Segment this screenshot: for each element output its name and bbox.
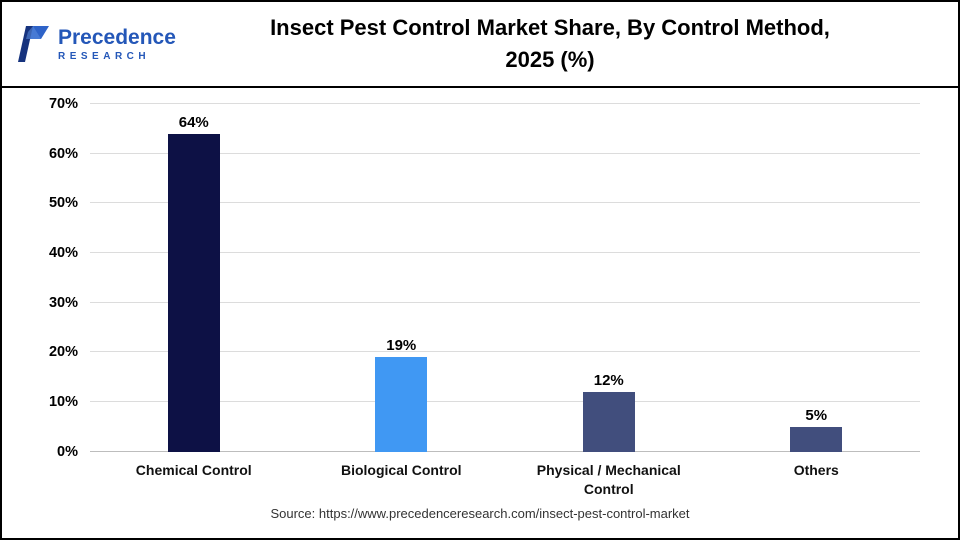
- bar-value-label: 12%: [593, 372, 624, 390]
- gridline: [90, 152, 920, 154]
- y-tick-label: 40%: [48, 245, 78, 262]
- bar-value-label: 19%: [386, 337, 417, 355]
- gridline: [90, 252, 920, 254]
- x-axis-label: Others: [793, 461, 839, 478]
- bar: [375, 357, 428, 452]
- x-axis-label: Chemical Control: [135, 461, 252, 478]
- gridline: [90, 103, 920, 104]
- y-tick-label: 0%: [57, 443, 78, 460]
- y-tick-label: 70%: [48, 96, 78, 112]
- chart-title-line1: Insect Pest Control Market Share, By Con…: [270, 15, 830, 41]
- gridline: [90, 202, 920, 204]
- x-axis-label: Biological Control: [340, 461, 462, 478]
- gridline: [90, 401, 920, 403]
- chart-area: 0% 10% 20% 30% 40% 50% 60% 70% 64% 19% 12% 5% Chem…: [2, 88, 958, 504]
- logo-subtitle: RESEARCH: [58, 50, 151, 62]
- plot-area: 64% 19% 12% 5%: [90, 103, 920, 452]
- y-tick-label: 20%: [48, 344, 78, 361]
- y-tick-label: 30%: [48, 294, 78, 311]
- bar-slot: 19%: [298, 104, 506, 452]
- source-line: Source: https://www.precedenceresearch.c…: [2, 504, 958, 538]
- bar-slot: 12%: [505, 104, 713, 452]
- y-tick-label: 50%: [48, 195, 78, 212]
- gridline: [90, 450, 920, 452]
- logo-text: Precedence RESEARCH: [58, 27, 176, 62]
- gridline: [90, 301, 920, 303]
- chart-title-line2: 2025 (%): [505, 47, 595, 72]
- chart-title: Insect Pest Control Market Share, By Con…: [172, 2, 928, 86]
- gridline: [90, 351, 920, 353]
- precedence-logo-icon: [18, 26, 49, 62]
- bar-slot: 5%: [713, 104, 921, 452]
- bar-slot: 64%: [90, 104, 298, 452]
- y-tick-label: 10%: [48, 394, 78, 411]
- header: Precedence RESEARCH Insect Pest Control …: [2, 2, 958, 88]
- bar-value-label: 5%: [805, 406, 828, 424]
- x-axis: Chemical Control Biological Control Physic…: [90, 452, 920, 504]
- x-axis-label: Physical / Mechanical Control: [536, 461, 681, 498]
- bar: [582, 392, 635, 452]
- logo-name: Precedence: [58, 25, 176, 49]
- source-text: Source: https://www.precedenceresearch.c…: [270, 506, 690, 521]
- bars-container: 64% 19% 12% 5%: [90, 104, 920, 452]
- bar: [790, 426, 843, 452]
- bar-value-label: 64%: [178, 113, 209, 131]
- y-tick-label: 60%: [48, 145, 78, 162]
- y-axis: 0% 10% 20% 30% 40% 50% 60% 70%: [8, 96, 90, 460]
- precedence-logo: Precedence RESEARCH: [2, 24, 176, 64]
- bar: [167, 133, 220, 452]
